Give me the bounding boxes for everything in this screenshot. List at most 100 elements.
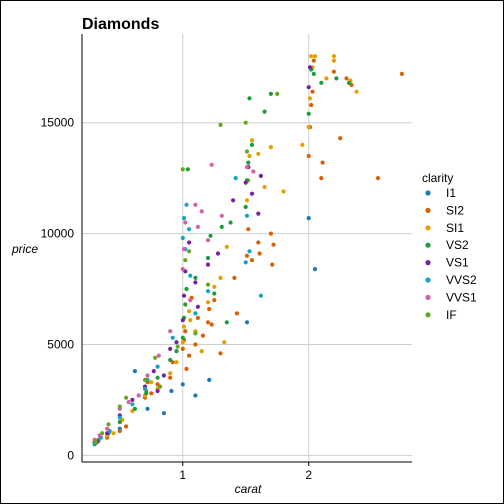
data-point-if <box>193 331 198 336</box>
legend-marker-i1 <box>425 190 431 196</box>
data-point-if <box>244 149 250 154</box>
legend-label-if: IF <box>446 308 457 322</box>
data-point-si1 <box>111 431 116 436</box>
data-point-si1 <box>222 340 227 345</box>
data-point-vs1 <box>205 262 211 267</box>
data-point-if <box>175 344 180 349</box>
data-point-si2 <box>310 89 315 94</box>
y-tick-label: 5000 <box>47 337 74 351</box>
data-point-vvs1 <box>180 267 185 272</box>
data-point-si2 <box>249 258 255 263</box>
data-point-vs2 <box>247 96 252 101</box>
y-tick-label: 10000 <box>41 227 75 241</box>
data-point-vvs2 <box>130 402 135 407</box>
x-tick-label: 2 <box>305 468 312 482</box>
data-point-si1 <box>354 89 359 94</box>
data-point-si1 <box>300 142 305 147</box>
data-point-vs2 <box>334 76 339 81</box>
data-point-si1 <box>188 318 193 323</box>
data-point-si1 <box>168 371 173 376</box>
data-point-i1 <box>180 382 185 387</box>
data-point-vvs2 <box>243 260 248 265</box>
data-point-si2 <box>244 253 250 258</box>
data-point-i1 <box>207 377 212 382</box>
data-point-vs2 <box>268 91 273 96</box>
data-point-si2 <box>268 231 273 236</box>
data-point-if <box>275 91 280 96</box>
data-point-if <box>93 439 98 445</box>
data-point-vs2 <box>243 204 248 210</box>
data-point-vvs1 <box>126 400 131 405</box>
data-point-si2 <box>246 227 251 232</box>
data-point-si2 <box>309 102 314 108</box>
data-point-si1 <box>309 54 314 59</box>
data-point-if <box>106 422 111 427</box>
data-point-vs2 <box>346 80 352 85</box>
data-point-si1 <box>181 324 187 329</box>
data-point-si1 <box>281 189 286 194</box>
gridlines <box>82 34 412 462</box>
data-point-si2 <box>193 342 198 347</box>
data-point-si2 <box>319 176 324 181</box>
data-point-vs1 <box>193 280 198 285</box>
data-point-i1 <box>132 369 137 374</box>
legend-marker-if <box>425 312 431 318</box>
data-point-vvs1 <box>244 165 250 170</box>
y-tick-labels: 0 5000 10000 15000 <box>41 116 75 463</box>
data-point-si2 <box>331 69 336 74</box>
data-point-si2 <box>338 136 343 141</box>
data-point-vs2 <box>168 357 173 363</box>
legend: clarity I1 SI2 SI1 VS2 VS1 VVS2 VVS1 IF <box>422 171 477 322</box>
data-point-si2 <box>168 375 173 380</box>
data-point-vs2 <box>212 291 217 296</box>
data-point-vvs1 <box>183 220 188 225</box>
legend-label-si1: SI1 <box>446 221 464 235</box>
data-point-si1 <box>306 125 311 130</box>
data-point-vs1 <box>181 293 187 298</box>
data-point-vvs2 <box>233 176 238 181</box>
legend-marker-vvs2 <box>425 277 431 283</box>
data-point-si1 <box>199 349 204 354</box>
data-point-vs1 <box>307 65 313 70</box>
data-point-si2 <box>344 76 349 81</box>
data-point-si2 <box>218 351 223 356</box>
data-point-si2 <box>180 346 185 351</box>
data-point-vs1 <box>243 180 248 185</box>
data-point-si2 <box>184 366 189 371</box>
data-point-vs1 <box>215 251 221 256</box>
data-point-si1 <box>205 300 211 305</box>
data-point-vvs1 <box>193 202 198 207</box>
data-point-i1 <box>306 216 311 221</box>
data-point-si2 <box>149 391 154 396</box>
data-point-si1 <box>187 309 192 314</box>
data-point-si2 <box>117 428 122 434</box>
data-point-vs2 <box>184 286 189 292</box>
data-point-vs1 <box>256 211 261 216</box>
data-point-vvs2 <box>180 235 185 241</box>
data-point-vs2 <box>185 167 190 172</box>
data-point-si1 <box>312 54 318 59</box>
data-point-vs2 <box>262 109 267 114</box>
data-point-if <box>153 355 158 360</box>
data-point-vs2 <box>246 160 251 165</box>
data-point-vvs1 <box>199 209 204 214</box>
data-point-if <box>183 258 188 263</box>
data-point-vvs1 <box>251 169 256 174</box>
data-point-si2 <box>306 153 311 159</box>
data-point-i1 <box>193 393 198 398</box>
data-point-if <box>158 384 163 389</box>
data-point-vs2 <box>180 335 185 340</box>
data-point-if <box>124 395 129 400</box>
data-point-i1 <box>145 406 150 411</box>
data-point-vs2 <box>205 255 211 261</box>
data-point-si1 <box>331 58 336 63</box>
data-point-if <box>117 404 122 409</box>
data-point-si2 <box>257 251 262 256</box>
data-point-si1 <box>244 198 250 203</box>
data-point-si1 <box>249 138 255 143</box>
data-point-vvs2 <box>184 202 189 207</box>
data-point-vvs1 <box>168 329 173 334</box>
data-point-vs2 <box>193 275 198 280</box>
data-point-si1 <box>324 76 329 81</box>
